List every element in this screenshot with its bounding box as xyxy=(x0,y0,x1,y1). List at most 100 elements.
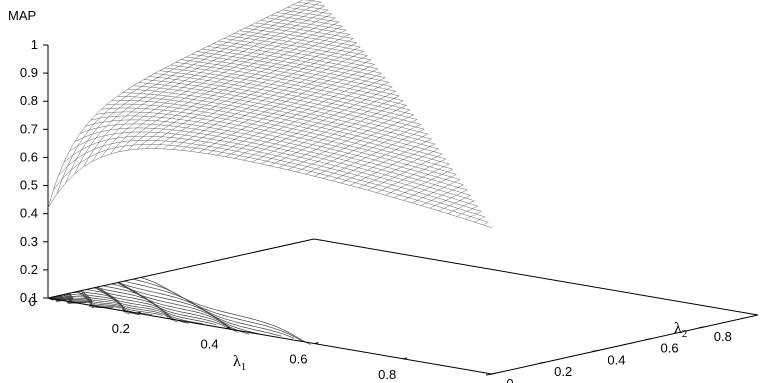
mesh-line xyxy=(170,64,411,111)
contour-line xyxy=(118,282,282,337)
mesh-line xyxy=(159,70,418,120)
z-tick-label: 0.8 xyxy=(20,93,38,108)
z-axis-title: MAP xyxy=(8,8,36,23)
mesh-line xyxy=(90,115,464,186)
mesh-line xyxy=(47,148,493,229)
mesh-line xyxy=(74,5,325,174)
back-right-line xyxy=(313,238,759,316)
contour-line xyxy=(124,280,295,339)
x-axis-title: λ1 xyxy=(233,353,246,373)
x-tick-label: 0.4 xyxy=(201,336,219,351)
mesh-line xyxy=(287,109,411,171)
mesh-line xyxy=(47,0,304,209)
mesh-line xyxy=(260,95,400,165)
mesh-line xyxy=(127,29,347,151)
y-tick xyxy=(485,373,493,376)
mesh-line xyxy=(163,46,361,150)
mesh-line xyxy=(243,86,393,161)
mesh-line xyxy=(297,1,325,7)
contour-line xyxy=(140,277,311,345)
surface-mesh xyxy=(47,0,493,229)
mesh-line xyxy=(266,17,347,31)
mesh-line xyxy=(189,59,372,152)
tick-layer: 0.1 0.2 0.3 0.4 0.5 0.6 0.7 0.8 0.9 1 0.2 0.4 0.6 0.8… xyxy=(20,37,732,383)
mesh-line xyxy=(101,107,457,175)
contour-line xyxy=(53,296,79,304)
mesh-line xyxy=(403,174,457,201)
y-tick-label: 0.8 xyxy=(714,329,732,344)
y-tick xyxy=(539,361,546,364)
mesh-line xyxy=(172,51,364,150)
contour-line xyxy=(117,282,266,336)
mesh-line xyxy=(358,148,439,189)
mesh-line xyxy=(276,12,339,23)
mesh-line xyxy=(420,184,464,206)
mesh-line xyxy=(145,38,354,149)
contour-line xyxy=(96,286,189,324)
contour-line xyxy=(118,282,250,335)
z-tick-label: 0.2 xyxy=(20,262,38,277)
mesh-line xyxy=(117,96,446,160)
mesh-line xyxy=(127,88,439,150)
mesh-line xyxy=(278,105,407,168)
mesh-line xyxy=(149,76,425,130)
x-axis-line xyxy=(47,297,493,375)
x-tick xyxy=(403,357,408,360)
mesh-line xyxy=(305,119,418,175)
z-tick-label: 0.9 xyxy=(20,65,38,80)
mesh-line xyxy=(85,119,468,191)
mesh-line xyxy=(181,55,368,151)
mesh-line xyxy=(255,22,354,39)
mesh-line xyxy=(438,195,471,212)
mesh-line xyxy=(411,179,461,204)
mesh-line xyxy=(287,7,332,15)
mesh-line xyxy=(65,1,322,183)
x-tick xyxy=(136,311,141,314)
mesh-line xyxy=(225,77,386,157)
mesh-line xyxy=(95,111,461,180)
mesh-line xyxy=(212,43,382,74)
mesh-line xyxy=(394,169,453,198)
mesh-line xyxy=(234,33,368,56)
z-tick-label: 0.1 xyxy=(20,290,38,305)
z-tick-label: 0.7 xyxy=(20,121,38,136)
mesh-line xyxy=(79,123,471,196)
x-tick xyxy=(314,342,319,345)
mesh-line xyxy=(385,163,450,196)
mesh-line xyxy=(74,127,475,201)
axes-frame xyxy=(47,45,759,375)
mesh-line xyxy=(83,9,329,167)
mesh-line xyxy=(136,34,350,150)
mesh-line xyxy=(207,68,379,154)
contour-layer xyxy=(48,277,311,345)
mesh-line xyxy=(138,82,432,140)
mesh-line xyxy=(474,216,486,223)
mesh-line xyxy=(180,59,404,101)
x-tick xyxy=(225,326,230,329)
mesh-line xyxy=(304,0,322,3)
mesh-line xyxy=(269,100,404,166)
back-axis-line xyxy=(47,238,315,299)
mesh-line xyxy=(92,13,332,162)
mesh-line xyxy=(56,0,315,195)
mesh-line xyxy=(314,124,421,177)
y-axis-line xyxy=(491,314,759,375)
mesh-line xyxy=(340,138,432,184)
z-tick-label: 0.5 xyxy=(20,178,38,193)
contour-line xyxy=(117,282,238,333)
mesh-line xyxy=(234,81,389,159)
mesh-line xyxy=(154,42,357,149)
mesh-line xyxy=(118,25,343,152)
contour-line xyxy=(133,278,303,342)
z-tick-label: 1 xyxy=(31,37,38,52)
mesh-line xyxy=(244,27,361,48)
mesh-line xyxy=(429,189,468,209)
mesh-line xyxy=(106,103,453,170)
mesh-line xyxy=(296,114,414,173)
y-tick-label: 0.6 xyxy=(661,341,679,356)
mesh-line xyxy=(252,91,396,163)
mesh-line xyxy=(101,17,336,158)
y-tick-label: 0.4 xyxy=(607,352,625,367)
mesh-line xyxy=(332,133,428,181)
mesh-line xyxy=(223,38,375,65)
